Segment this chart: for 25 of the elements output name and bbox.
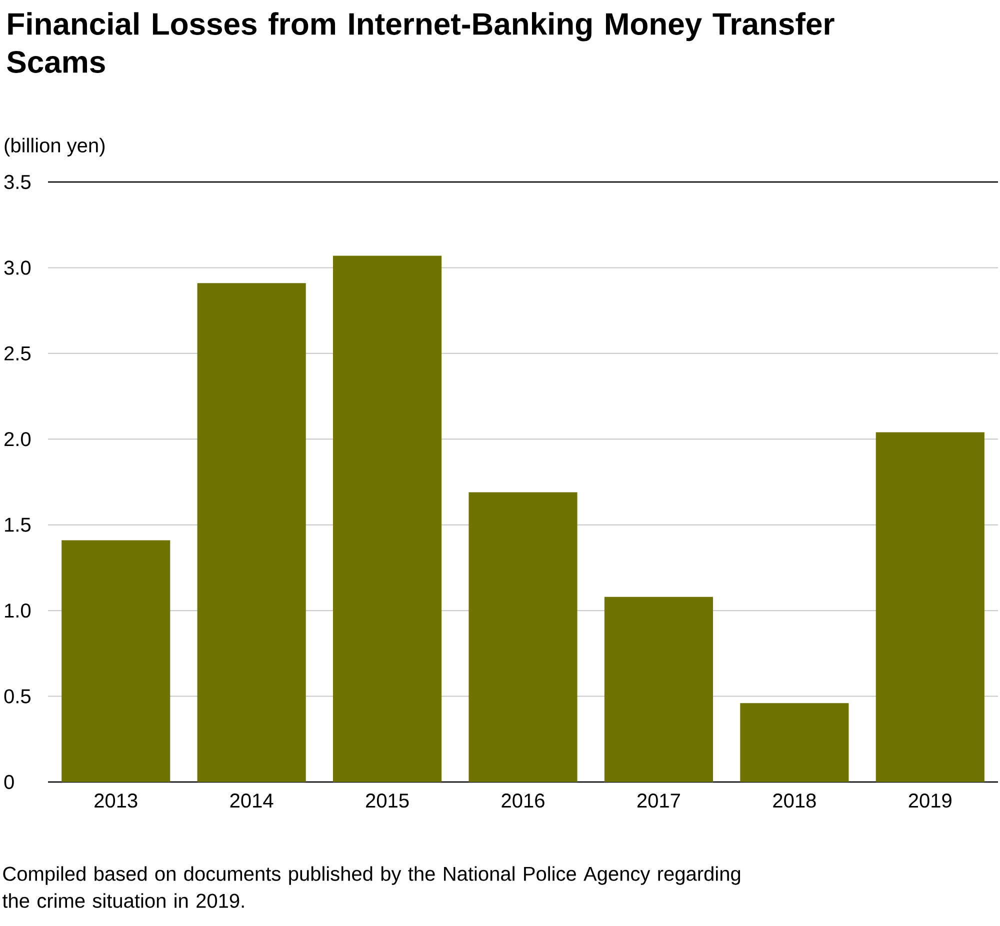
y-tick-label: 1.0 [5, 603, 31, 618]
x-tick-label: 2013 [94, 794, 138, 808]
y-axis-title: (billion yen) [4, 138, 105, 156]
y-tick-label: 3.5 [4, 174, 30, 190]
x-tick-label: 2018 [773, 794, 816, 808]
x-tick-label: 2016 [502, 794, 544, 808]
bar [62, 540, 170, 782]
x-tick-label: 2017 [637, 794, 680, 808]
y-tick-label: 0 [4, 774, 14, 790]
bar [604, 596, 714, 782]
chart-title: Financial Losses from Internet-Banking Money Transfer Scams [7, 12, 834, 73]
x-tick-label: 2014 [230, 794, 274, 808]
y-tick-label: 3.0 [4, 260, 31, 275]
bar [197, 283, 306, 782]
bar [876, 432, 984, 782]
y-tick-label: 0.5 [4, 689, 30, 704]
x-tick-label: 2019 [908, 794, 952, 808]
bar [468, 492, 578, 782]
y-tick-label: 2.0 [4, 432, 31, 446]
text: Compiled based on documents published by the National Police Agency regarding the crime situation in 2019. [2, 866, 740, 908]
bar [333, 256, 442, 782]
y-tick-label: 1.5 [5, 518, 30, 532]
x-tick-label: 2015 [366, 794, 409, 808]
bar [740, 703, 849, 782]
y-tick-label: 2.5 [4, 346, 30, 360]
